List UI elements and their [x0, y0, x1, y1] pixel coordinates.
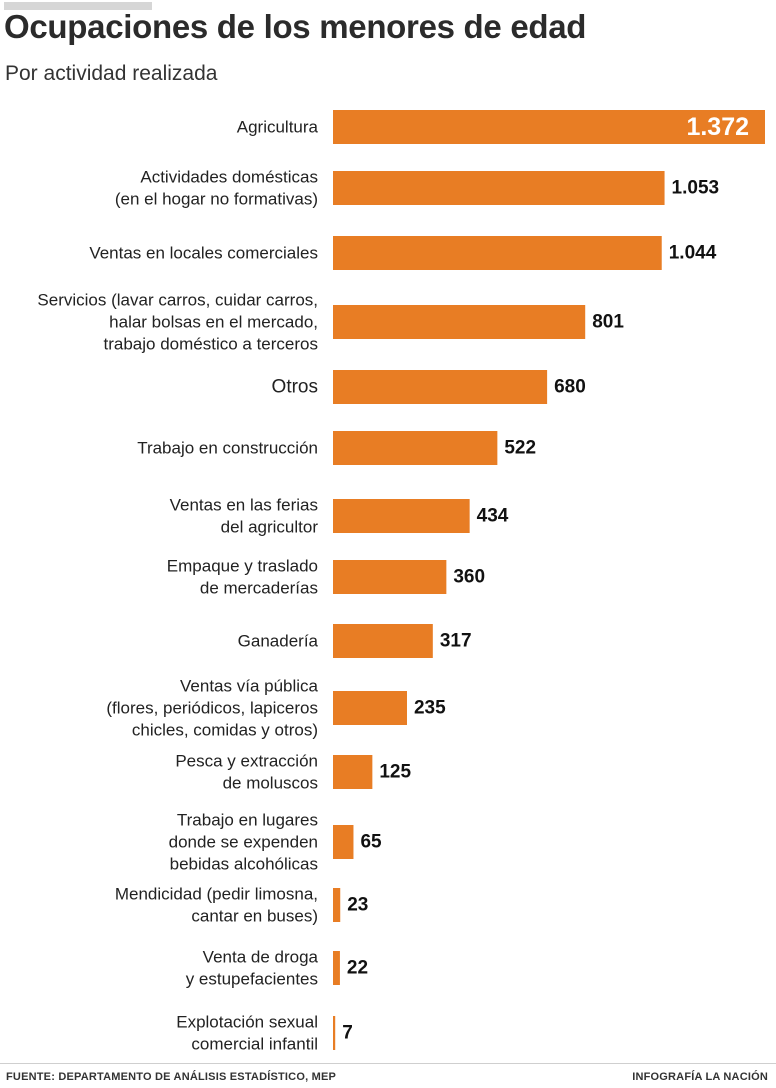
category-label-4: Servicios (lavar carros, cuidar carros, h… — [37, 291, 318, 354]
footer-divider — [0, 1063, 776, 1064]
value-label-15: 7 — [342, 1023, 353, 1044]
value-label-4: 801 — [592, 312, 624, 333]
chart-subtitle: Por actividad realizada — [5, 62, 218, 85]
value-label-14: 22 — [347, 958, 368, 979]
value-label-8: 360 — [453, 567, 485, 588]
category-label-12: Trabajo en lugares donde se expenden bebid… — [169, 811, 318, 874]
category-label-3: Ventas en locales comerciales — [89, 244, 318, 263]
category-label-13: Mendicidad (pedir limosna, cantar en buse… — [115, 885, 318, 926]
bar-13 — [333, 888, 341, 922]
top-accent-bar — [4, 2, 152, 10]
category-label-6: Trabajo en construcción — [137, 439, 318, 458]
value-label-2: 1.053 — [672, 178, 720, 199]
value-label-1: 1.372 — [686, 113, 749, 141]
value-label-7: 434 — [477, 506, 509, 527]
value-label-6: 522 — [504, 438, 536, 459]
value-label-10: 235 — [414, 698, 446, 719]
value-label-12: 65 — [360, 832, 382, 853]
bar-1 — [333, 110, 765, 144]
bar-2 — [333, 171, 665, 205]
category-label-11: Pesca y extracción de moluscos — [175, 752, 318, 793]
category-label-10: Ventas vía pública (flores, periódicos, l… — [106, 677, 318, 740]
value-label-3: 1.044 — [669, 243, 717, 264]
category-label-15: Explotación sexual comercial infantil — [176, 1013, 318, 1054]
value-label-13: 23 — [347, 895, 368, 916]
bar-7 — [333, 499, 470, 533]
bar-6 — [333, 431, 498, 465]
category-label-9: Ganadería — [238, 632, 319, 651]
bar-12 — [333, 825, 354, 859]
value-label-5: 680 — [554, 377, 586, 398]
bar-3 — [333, 236, 662, 270]
credit-note: INFOGRAFÍA LA NACIÓN — [632, 1071, 768, 1083]
category-label-8: Empaque y traslado de mercaderías — [167, 557, 318, 598]
category-label-5: Otros — [272, 377, 318, 398]
category-label-2: Actividades domésticas (en el hogar no fo… — [115, 168, 318, 209]
chart-title: Ocupaciones de los menores de edad — [4, 8, 587, 45]
bar-14 — [333, 951, 340, 985]
bar-9 — [333, 624, 433, 658]
bar-15 — [333, 1016, 336, 1050]
source-note: FUENTE: DEPARTAMENTO DE ANÁLISIS ESTADÍS… — [6, 1071, 337, 1083]
category-label-7: Ventas en las ferias del agricultor — [170, 496, 319, 537]
category-label-14: Venta de droga y estupefacientes — [186, 948, 319, 989]
category-label-1: Agricultura — [237, 118, 319, 137]
value-label-11: 125 — [379, 762, 411, 783]
bar-8 — [333, 560, 447, 594]
bar-11 — [333, 755, 373, 789]
bar-10 — [333, 691, 407, 725]
value-label-9: 317 — [440, 631, 472, 652]
bar-4 — [333, 305, 586, 339]
bar-5 — [333, 370, 548, 404]
